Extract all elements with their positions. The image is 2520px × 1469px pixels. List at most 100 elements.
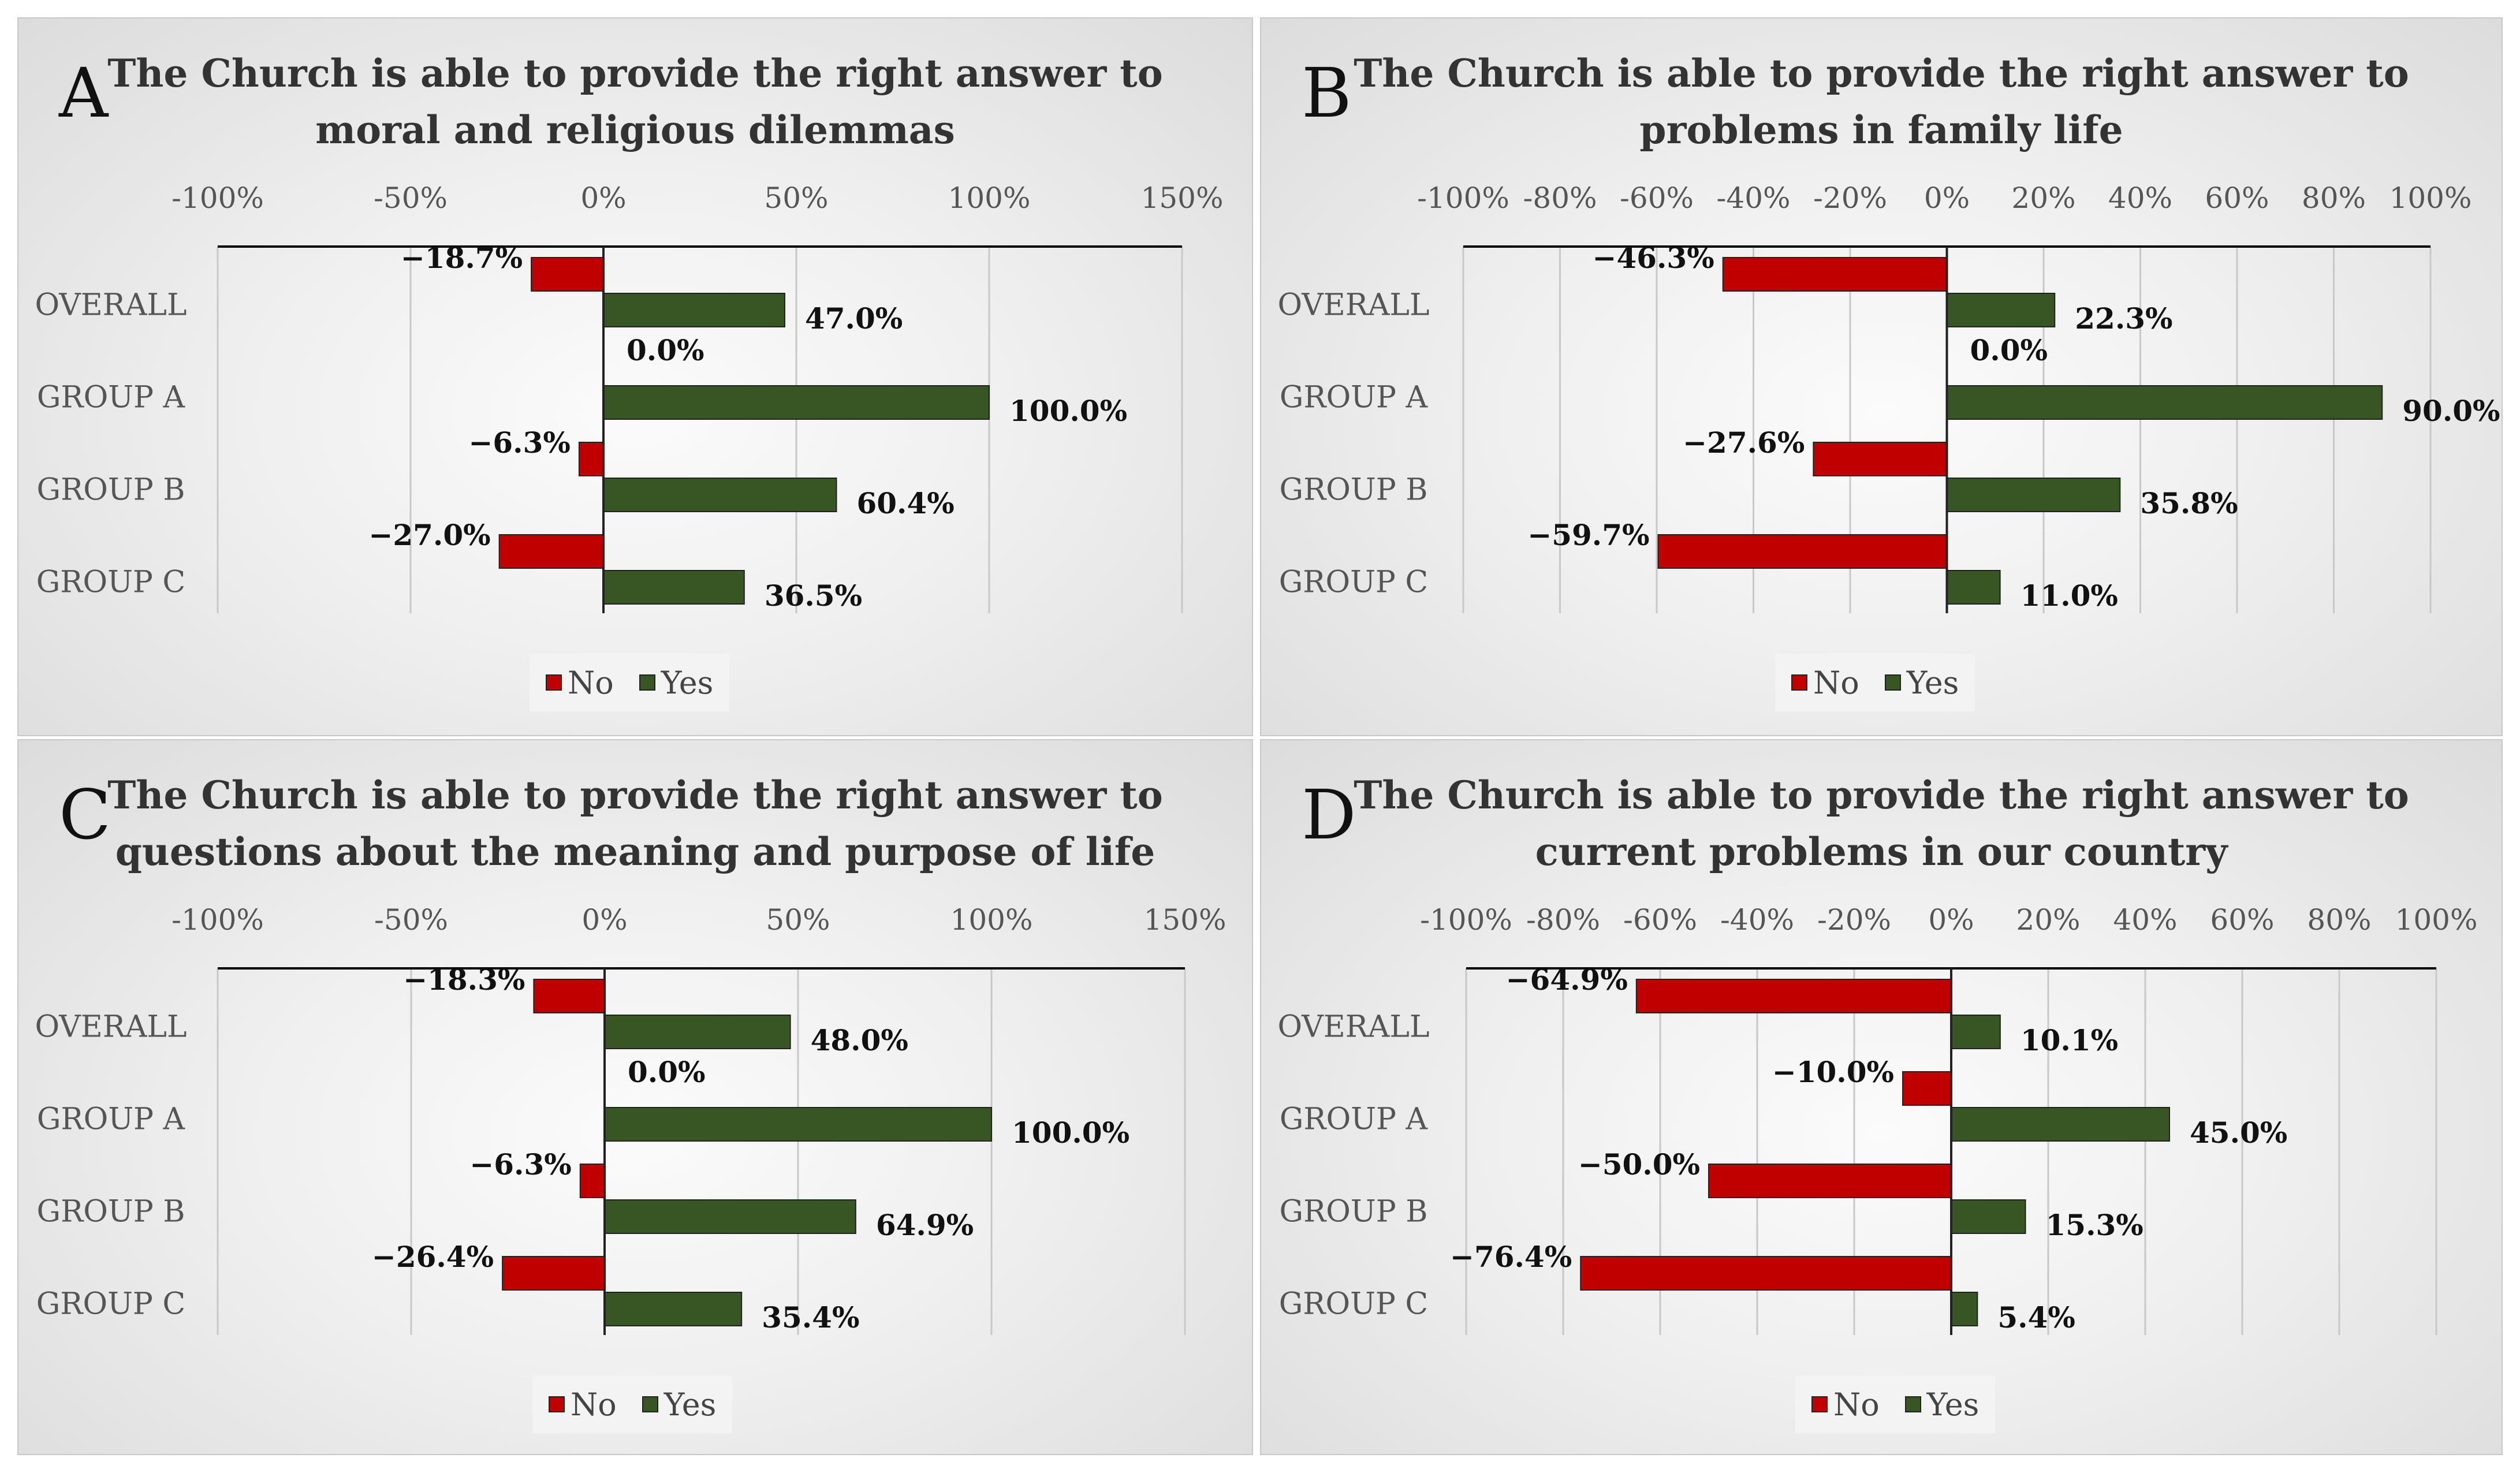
bar-no xyxy=(533,979,606,1013)
data-label-yes: 15.3% xyxy=(2046,1208,2144,1242)
legend-swatch-yes xyxy=(1884,674,1901,691)
bar-chart-plot: -100% -80% -60% -40% -20% 0% 20% 40% 60% 80% 100% O… xyxy=(1278,903,2478,1335)
legend-item-yes: Yes xyxy=(1884,664,1959,701)
bar-yes xyxy=(604,1199,856,1234)
bar-chart-plot: -100% -80% -60% -40% -20% 0% 20% 40% 60% 80% 100% O… xyxy=(1278,181,2500,613)
data-label-no: −26.4% xyxy=(372,1240,494,1274)
x-tick-label: 150% xyxy=(1141,181,1224,215)
bar-no xyxy=(498,534,605,569)
panel-letter: A xyxy=(59,53,109,133)
x-tick-label: 50% xyxy=(766,903,830,937)
data-label-yes: 60.4% xyxy=(856,486,954,520)
category-label: GROUP B xyxy=(1280,473,1428,508)
bar-no xyxy=(578,442,605,476)
legend-label-yes: Yes xyxy=(1906,664,1959,701)
category-label: GROUP B xyxy=(37,1195,185,1229)
x-tick-label: -100% xyxy=(1417,181,1509,215)
data-label-no: −59.7% xyxy=(1527,518,1649,552)
bar-no xyxy=(1813,442,1948,476)
data-label-no: −50.0% xyxy=(1578,1147,1700,1181)
data-label-yes: 100.0% xyxy=(1009,394,1127,428)
chart-panel-a: A The Church is able to provide the righ… xyxy=(17,17,1253,736)
chart-title-line-1: The Church is able to provide the right … xyxy=(107,51,1163,96)
bar-yes xyxy=(1946,385,2383,420)
category-label: OVERALL xyxy=(35,288,187,323)
bar-yes xyxy=(1951,1107,2170,1142)
x-tick-label: 80% xyxy=(2307,903,2371,937)
x-tick-label: -80% xyxy=(1526,903,1600,937)
data-label-yes: 5.4% xyxy=(1997,1300,2075,1334)
panel-letter: C xyxy=(59,775,111,855)
legend: No Yes xyxy=(1775,654,1975,711)
legend-item-no: No xyxy=(546,665,614,701)
data-label-no: −6.3% xyxy=(469,426,571,460)
legend-label-no: No xyxy=(568,664,614,701)
bar-yes xyxy=(1951,1292,1978,1326)
legend: No Yes xyxy=(530,654,730,711)
data-label-no: −6.3% xyxy=(469,1147,571,1181)
x-tick-label: 20% xyxy=(2011,181,2075,215)
bar-no xyxy=(1657,534,1948,569)
data-label-yes: 100.0% xyxy=(1012,1116,1129,1150)
x-tick-label: -80% xyxy=(1523,181,1597,215)
category-label: OVERALL xyxy=(1278,288,1430,323)
x-tick-label: -60% xyxy=(1620,181,1694,215)
legend-swatch-yes xyxy=(639,674,655,691)
data-label-yes: 36.5% xyxy=(765,579,862,613)
bar-no xyxy=(1708,1164,1952,1198)
data-label-yes: 10.1% xyxy=(2021,1023,2118,1057)
data-label-no: −27.6% xyxy=(1683,426,1805,460)
category-label: OVERALL xyxy=(35,1010,187,1045)
chart-title-line-2: questions about the meaning and purpose … xyxy=(115,829,1155,874)
chart-title-line-1: The Church is able to provide the right … xyxy=(107,773,1163,818)
data-label-no: −18.7% xyxy=(401,241,523,275)
data-label-yes: 45.0% xyxy=(2190,1116,2287,1150)
bar-no xyxy=(579,1164,605,1198)
chart-title-line-2: current problems in our country xyxy=(1535,829,2228,874)
data-label-yes: 11.0% xyxy=(2021,579,2118,613)
x-tick-label: 150% xyxy=(1144,903,1227,937)
data-label-no: −10.0% xyxy=(1772,1055,1894,1089)
data-label-no: 0.0% xyxy=(628,1055,706,1089)
chart-title-line-1: The Church is able to provide the right … xyxy=(1354,773,2409,818)
category-label: GROUP C xyxy=(36,565,185,600)
x-tick-label: 100% xyxy=(2395,903,2478,937)
bar-yes xyxy=(1946,293,2056,327)
x-tick-label: 0% xyxy=(1924,181,1970,215)
category-label: GROUP A xyxy=(37,381,186,415)
x-tick-label: 40% xyxy=(2108,181,2172,215)
data-label-no: −76.4% xyxy=(1450,1240,1572,1274)
data-label-yes: 22.3% xyxy=(2075,301,2172,335)
x-tick-label: -50% xyxy=(374,903,448,937)
x-tick-label: -60% xyxy=(1623,903,1697,937)
chart-title-line-2: problems in family life xyxy=(1639,107,2123,152)
legend: No Yes xyxy=(532,1375,733,1433)
x-tick-label: -100% xyxy=(1420,903,1512,937)
data-label-no: 0.0% xyxy=(1970,333,2048,367)
category-label: GROUP C xyxy=(1279,565,1428,600)
bar-yes xyxy=(1951,1199,2026,1234)
data-label-yes: 90.0% xyxy=(2402,394,2500,428)
data-label-no: −64.9% xyxy=(1506,963,1628,997)
category-label: GROUP B xyxy=(37,473,185,508)
x-tick-label: 0% xyxy=(580,181,626,215)
legend-item-no: No xyxy=(1811,1386,1880,1423)
legend-item-yes: Yes xyxy=(639,664,714,701)
x-tick-label: 60% xyxy=(2205,181,2269,215)
legend-item-yes: Yes xyxy=(1904,1386,1979,1423)
x-tick-label: -40% xyxy=(1716,181,1790,215)
legend-label-yes: Yes xyxy=(661,664,714,701)
legend-swatch-yes xyxy=(642,1396,658,1412)
data-label-yes: 47.0% xyxy=(805,301,903,335)
chart-title-line-1: The Church is able to provide the right … xyxy=(1354,51,2409,96)
data-label-yes: 64.9% xyxy=(876,1208,974,1242)
x-tick-label: 100% xyxy=(950,903,1033,937)
legend-swatch-no xyxy=(549,1396,565,1412)
bar-yes xyxy=(604,1107,992,1142)
x-tick-label: 100% xyxy=(2389,181,2472,215)
x-tick-label: -20% xyxy=(1813,181,1887,215)
x-tick-label: -20% xyxy=(1817,903,1891,937)
legend-label-no: No xyxy=(1833,1386,1880,1423)
bar-no xyxy=(502,1256,605,1291)
x-tick-label: 0% xyxy=(1928,903,1974,937)
